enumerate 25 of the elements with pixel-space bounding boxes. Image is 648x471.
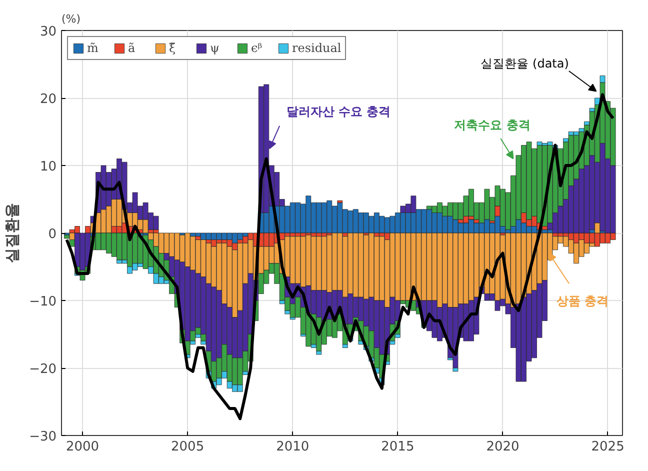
legend-label: ψ (210, 41, 220, 55)
x-tick-label: 2015 (381, 440, 414, 454)
x-tick-label: 2010 (276, 440, 310, 454)
text: (%) (62, 12, 81, 26)
legend-label: residual (292, 41, 342, 55)
legend-label: ξ̃ (169, 41, 177, 55)
y-tick-label: 30 (40, 24, 57, 40)
y-tick-label: 10 (40, 160, 57, 174)
legend-label: m̃ (87, 41, 100, 55)
y-tick-label: 0 (48, 227, 57, 242)
x-tick-label: 2020 (486, 440, 520, 454)
legend-label: ã (128, 41, 136, 55)
y-tick-label: −30 (29, 430, 57, 444)
x-tick-label: 2005 (171, 440, 204, 454)
x-tick-label: 2000 (66, 440, 100, 454)
annotation: 달러자산 수요 충격 (286, 104, 391, 118)
y-tick-label: −20 (29, 362, 57, 377)
legend-label: ϵᵝ (251, 41, 264, 55)
y-tick-label: 20 (40, 92, 57, 107)
text: 실질환율 (data) (480, 56, 569, 70)
y-axis-title: 실질환율 (3, 203, 22, 263)
annotation: 상품 충격 (555, 294, 609, 308)
annotation: 저축수요 충격 (454, 118, 530, 132)
y-tick-label: −10 (29, 294, 57, 310)
x-tick-label: 2025 (591, 440, 624, 454)
